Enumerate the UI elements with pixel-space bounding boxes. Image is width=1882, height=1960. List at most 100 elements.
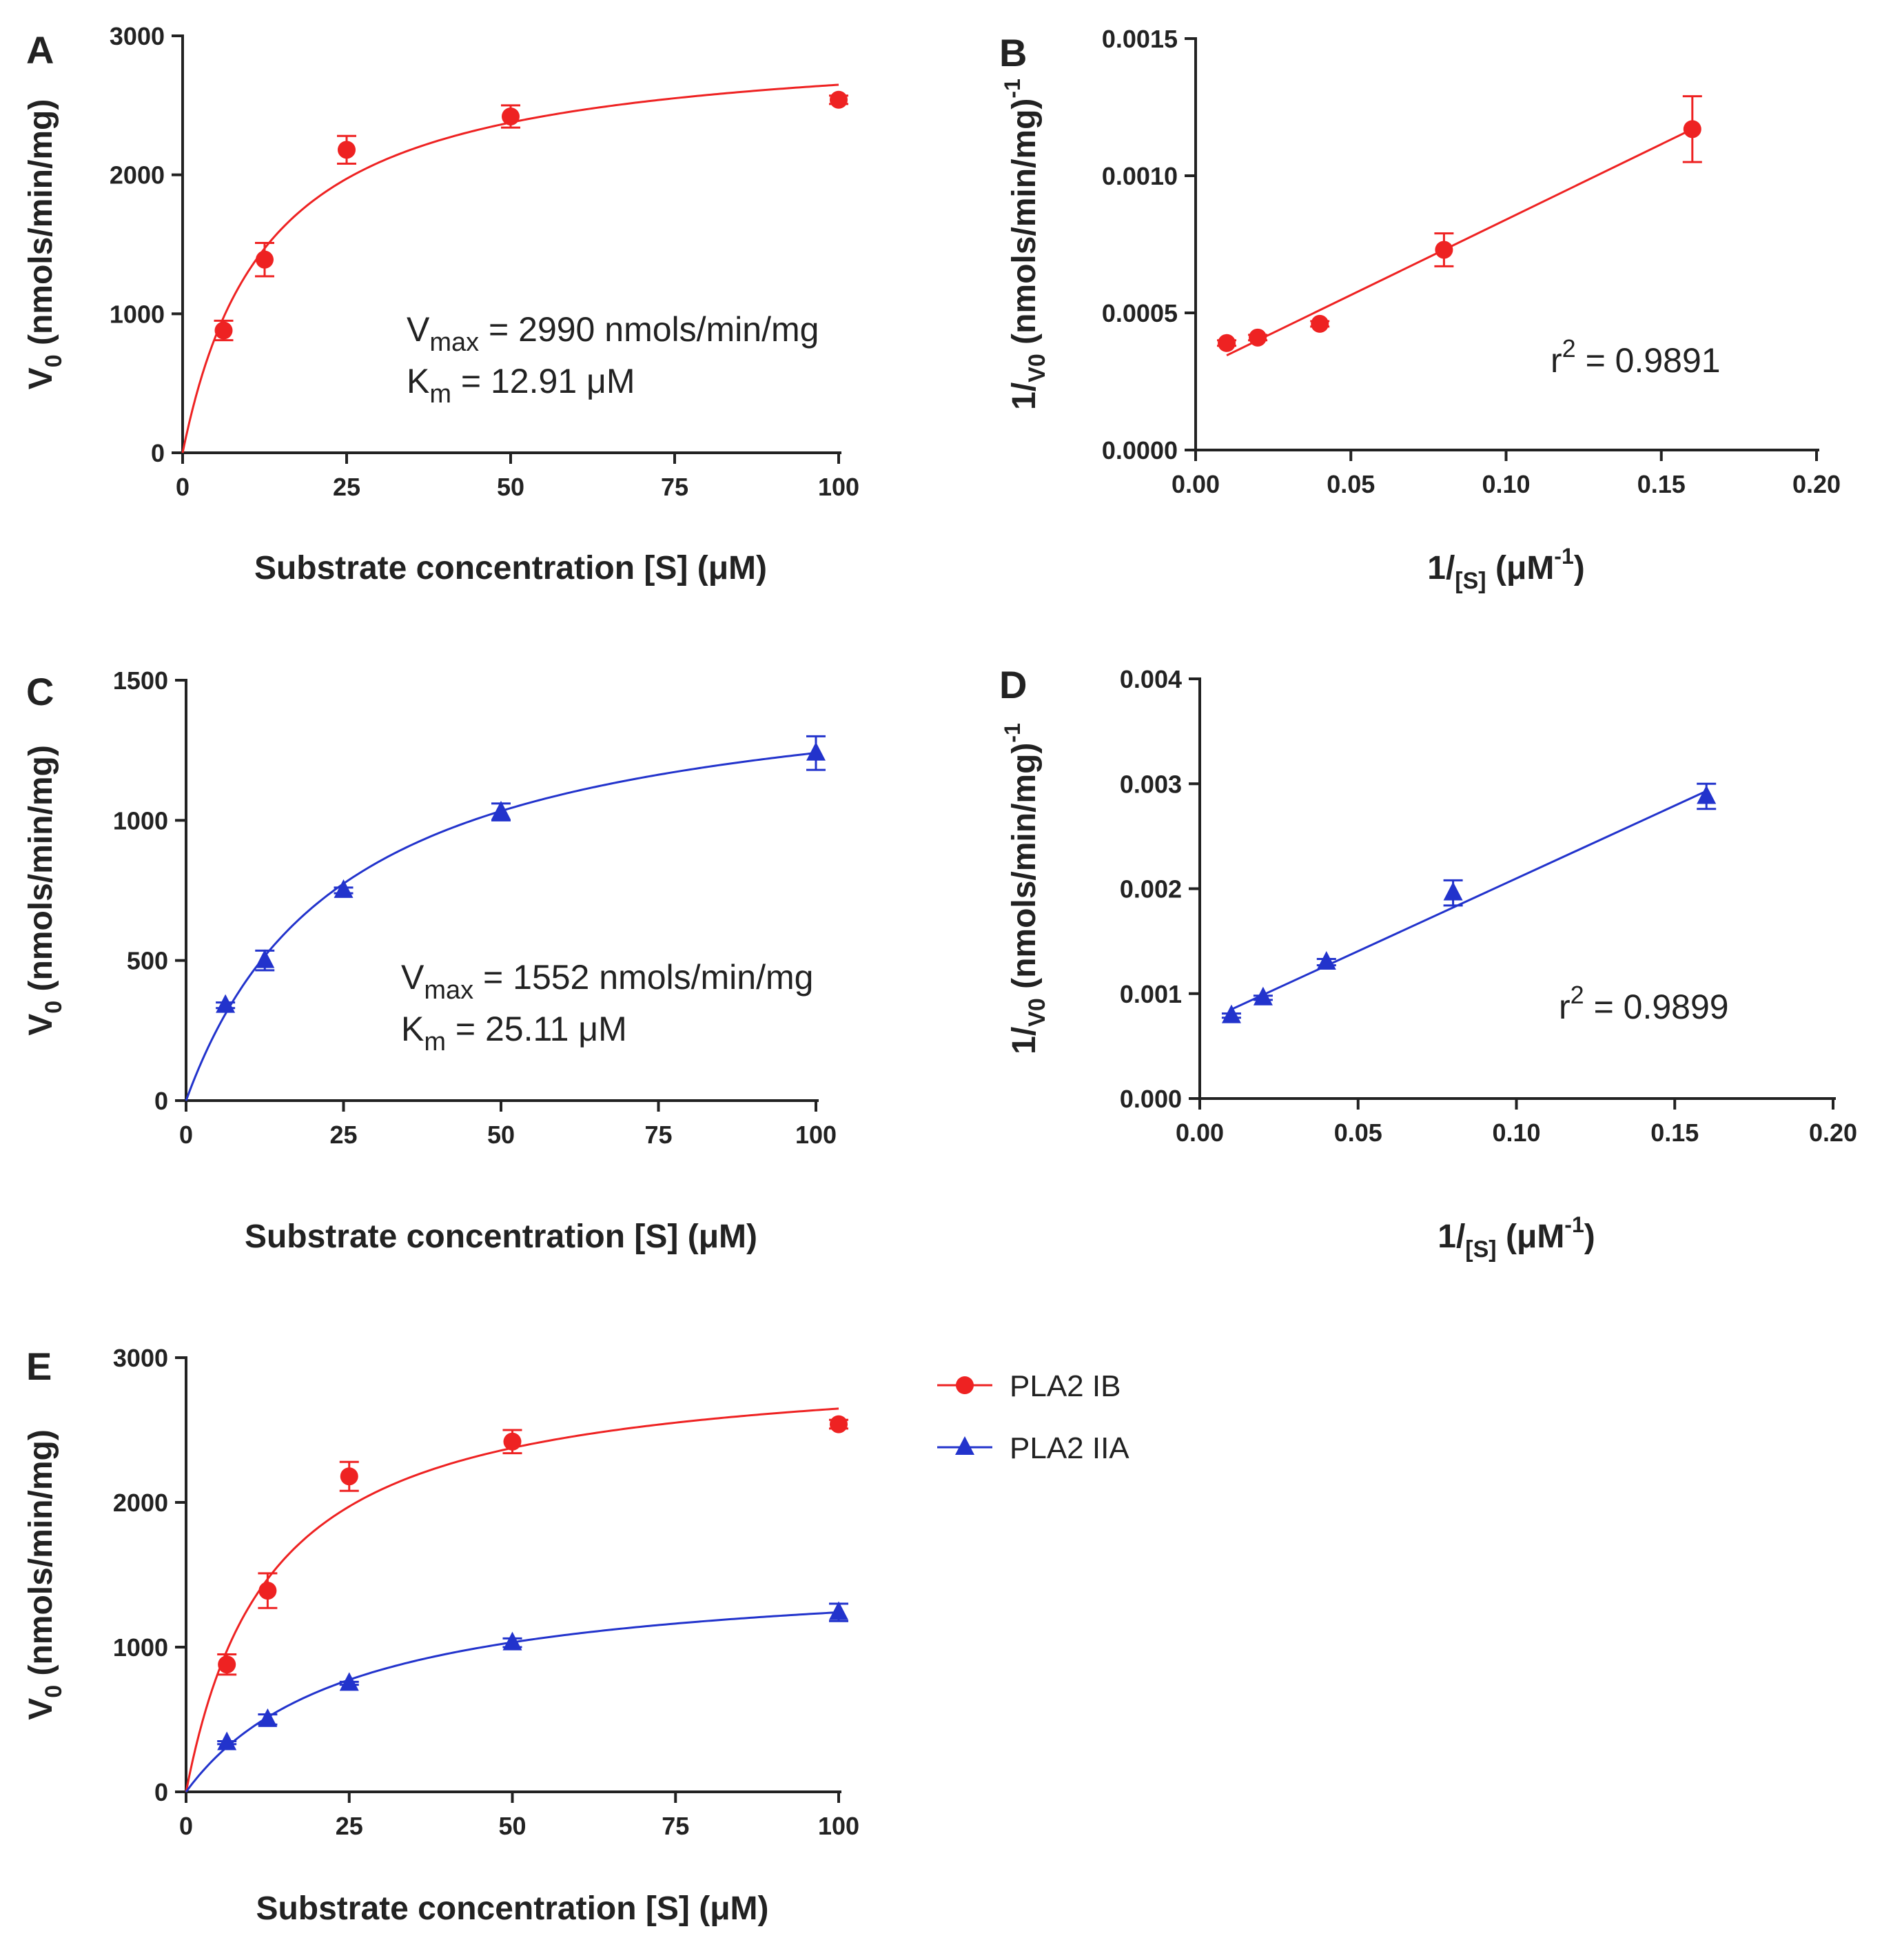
x-tick-label: 0 <box>179 1812 193 1840</box>
data-point-circle <box>218 1655 236 1674</box>
x-tick-label: 0.05 <box>1334 1119 1382 1147</box>
x-axis-label-main: 1/ <box>1427 550 1455 586</box>
data-point-triangle <box>829 1601 848 1620</box>
data-point-circle <box>1218 334 1236 352</box>
data-point-circle <box>338 141 356 159</box>
annotation-main: r <box>1559 988 1571 1026</box>
x-tick-label: 0.00 <box>1172 470 1220 498</box>
panel-letter-a: A <box>26 28 54 72</box>
data-point-triangle <box>255 949 275 968</box>
x-tick-label: 75 <box>662 1812 689 1840</box>
x-axis-label: Substrate concentration [S] (μM) <box>256 1890 768 1927</box>
data-point-circle <box>830 1415 848 1433</box>
y-tick-label: 3000 <box>110 22 165 50</box>
data-point-triangle <box>1253 986 1273 1005</box>
x-tick-label: 0.10 <box>1492 1119 1540 1147</box>
annotation-main: K <box>407 362 429 400</box>
y-axis-label-main: V <box>23 1014 59 1036</box>
panel-b: B 0.00 0.05 0.10 0.15 0.20 0.0000 0.0005 0.0010 0… <box>999 25 1841 594</box>
y-axis-label: 1/V0 (nmols/min/mg)-1 <box>1000 723 1050 1054</box>
annotation-main: r <box>1551 341 1562 380</box>
data-point-circle <box>214 321 233 340</box>
x-axis-label-sup: -1 <box>1564 1212 1584 1237</box>
y-axis-label-main: 1/ <box>1006 382 1043 410</box>
x-axis-label-end: ) <box>1584 1218 1595 1255</box>
series-pla2-iia <box>185 1601 848 1793</box>
data-point-triangle <box>491 801 511 820</box>
y-axis-label-rest: (nmols/min/mg) <box>23 99 59 355</box>
x-tick-label: 25 <box>336 1812 363 1840</box>
data-point-triangle <box>216 994 236 1013</box>
annotation-main: V <box>407 310 430 349</box>
x-tick-label: 50 <box>487 1121 515 1149</box>
annotation-sub: max <box>429 328 479 357</box>
y-tick-label: 1000 <box>113 1633 168 1662</box>
x-tick-label: 0.15 <box>1637 470 1686 498</box>
annotation-sup: 2 <box>1562 334 1576 363</box>
y-tick-label: 0.004 <box>1120 665 1182 693</box>
y-axis-label: V0 (nmols/min/mg) <box>23 1429 67 1720</box>
annotation-rest: = 2990 nmols/min/mg <box>479 310 819 349</box>
y-axis-label-main: V <box>23 367 59 389</box>
panel-letter-d: D <box>999 663 1027 706</box>
data-point-circle <box>1311 314 1329 333</box>
x-axis-label-sub: [S] <box>1465 1236 1496 1263</box>
x-tick-label: 75 <box>644 1121 672 1149</box>
y-tick-label: 0.000 <box>1120 1085 1182 1113</box>
y-tick-label: 0.002 <box>1120 875 1182 904</box>
x-tick-label: 25 <box>329 1121 357 1149</box>
x-tick-label: 0.05 <box>1327 470 1375 498</box>
x-tick-label: 75 <box>661 473 688 501</box>
y-tick-label: 0 <box>154 1778 168 1806</box>
data-point-triangle <box>1316 950 1336 970</box>
y-axis-label-main: V <box>23 1698 59 1720</box>
x-tick-label: 0.00 <box>1176 1119 1224 1147</box>
y-axis-label-sub: V0 <box>1024 354 1050 382</box>
y-axis-label-sub: 0 <box>41 1685 67 1698</box>
series-pla2-ib <box>185 1407 848 1793</box>
data-point-circle <box>1435 241 1453 259</box>
y-axis-label-sub: V0 <box>1024 998 1050 1027</box>
x-axis-label-rest: (μM <box>1486 550 1555 586</box>
fit-curve <box>185 1407 839 1793</box>
data-point-circle <box>502 107 520 125</box>
y-tick-label: 0.0015 <box>1102 25 1178 53</box>
data-point-triangle <box>334 879 354 898</box>
y-axis-label-sup: -1 <box>1000 723 1025 742</box>
data-point-triangle <box>502 1631 522 1651</box>
data-point-circle <box>830 90 848 109</box>
annotation-sup: 2 <box>1571 981 1584 1009</box>
x-axis-label: 1/[S] (μM-1) <box>1438 1212 1595 1263</box>
annotation: r2 = 0.9899 <box>1559 981 1729 1026</box>
fit-line <box>1231 790 1707 1010</box>
annotation-main: V <box>401 958 425 997</box>
legend-label: PLA2 IB <box>1010 1369 1121 1403</box>
data-point-circle <box>256 250 274 269</box>
series-pla2-ib <box>181 83 848 453</box>
data-point-triangle <box>1697 785 1717 804</box>
y-tick-label: 0 <box>151 439 165 467</box>
x-tick-label: 100 <box>795 1121 837 1149</box>
annotation: Vmax = 1552 nmols/min/mg <box>401 958 813 1005</box>
y-axis-label-sub: 0 <box>41 1001 67 1014</box>
y-tick-label: 0.003 <box>1120 770 1182 798</box>
legend-marker-triangle <box>955 1436 974 1455</box>
x-tick-label: 0.15 <box>1650 1119 1699 1147</box>
annotation-sub: max <box>424 976 473 1005</box>
annotation: Km = 25.11 μM <box>401 1010 627 1056</box>
annotation-rest: = 0.9891 <box>1576 341 1721 380</box>
series-pla2-iia <box>1221 782 1717 1023</box>
y-axis-label: V0 (nmols/min/mg) <box>23 99 67 390</box>
y-tick-label: 500 <box>127 947 168 975</box>
x-tick-label: 0.20 <box>1792 470 1841 498</box>
x-axis-label-main: Substrate concentration [S] (μM) <box>254 550 767 586</box>
annotation-sub: m <box>424 1028 446 1056</box>
y-axis-label-rest: (nmols/min/mg) <box>23 745 59 1001</box>
x-tick-label: 50 <box>498 1812 526 1840</box>
annotation-main: K <box>401 1010 424 1048</box>
y-axis-label-rest: (nmols/min/mg) <box>1006 99 1043 354</box>
y-tick-label: 1500 <box>113 666 168 695</box>
x-axis-label: Substrate concentration [S] (μM) <box>254 550 767 586</box>
y-axis-label-rest: (nmols/min/mg) <box>1006 743 1043 999</box>
